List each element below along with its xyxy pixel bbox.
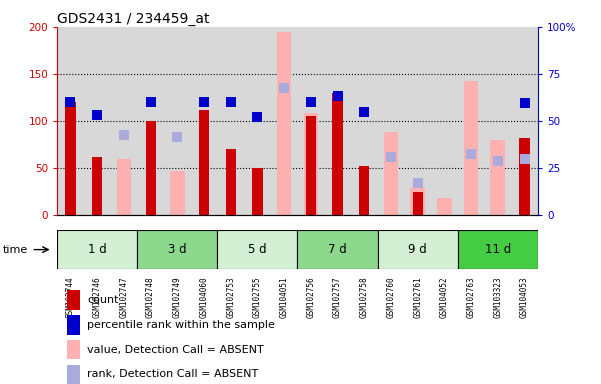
Text: GSM102748: GSM102748 — [146, 276, 155, 318]
Text: GSM104052: GSM104052 — [440, 276, 449, 318]
Point — [359, 109, 369, 115]
Bar — [66, 102, 76, 215]
Text: 1 d: 1 d — [88, 243, 106, 256]
Bar — [137, 230, 218, 269]
Bar — [410, 187, 425, 215]
Point — [333, 93, 343, 99]
Text: time: time — [3, 245, 28, 255]
Bar — [304, 113, 318, 215]
Bar — [145, 121, 156, 215]
Point — [306, 99, 316, 105]
Text: GSM104053: GSM104053 — [520, 276, 529, 318]
Bar — [484, 27, 511, 215]
Bar — [490, 140, 505, 215]
Bar — [170, 171, 185, 215]
Point — [199, 99, 209, 105]
Text: rank, Detection Call = ABSENT: rank, Detection Call = ABSENT — [87, 369, 258, 379]
Text: GDS2431 / 234459_at: GDS2431 / 234459_at — [57, 12, 210, 26]
Bar — [431, 27, 458, 215]
Bar — [413, 192, 423, 215]
Bar — [404, 27, 431, 215]
Bar — [458, 27, 484, 215]
Bar — [92, 157, 102, 215]
Bar — [458, 230, 538, 269]
Text: GSM102753: GSM102753 — [226, 276, 235, 318]
Bar — [244, 27, 271, 215]
Bar — [111, 27, 137, 215]
Text: GSM102757: GSM102757 — [333, 276, 342, 318]
Bar — [57, 27, 84, 215]
Text: 11 d: 11 d — [484, 243, 511, 256]
Bar — [218, 230, 297, 269]
Text: 5 d: 5 d — [248, 243, 267, 256]
Bar — [252, 168, 263, 215]
Bar — [464, 81, 478, 215]
Bar — [359, 166, 370, 215]
Text: count: count — [87, 295, 119, 305]
Text: GSM104060: GSM104060 — [200, 276, 209, 318]
Bar — [67, 365, 80, 384]
Bar — [137, 27, 164, 215]
Text: GSM102746: GSM102746 — [93, 276, 102, 318]
Text: percentile rank within the sample: percentile rank within the sample — [87, 320, 275, 330]
Point — [413, 180, 423, 186]
Bar — [164, 27, 191, 215]
Text: GSM102755: GSM102755 — [253, 276, 262, 318]
Point — [386, 154, 396, 160]
Bar — [297, 230, 377, 269]
Bar — [519, 138, 529, 215]
Bar — [324, 27, 351, 215]
Point — [520, 156, 529, 162]
Bar — [377, 230, 458, 269]
Point — [306, 99, 316, 105]
Bar — [437, 198, 452, 215]
Point — [252, 114, 262, 120]
Point — [93, 112, 102, 118]
Bar — [84, 27, 111, 215]
Text: GSM102756: GSM102756 — [307, 276, 316, 318]
Text: GSM102747: GSM102747 — [120, 276, 129, 318]
Bar — [306, 116, 316, 215]
Bar — [218, 27, 244, 215]
Bar — [117, 159, 131, 215]
Point — [493, 158, 502, 164]
Text: 9 d: 9 d — [408, 243, 427, 256]
Bar — [277, 31, 291, 215]
Text: value, Detection Call = ABSENT: value, Detection Call = ABSENT — [87, 344, 264, 354]
Bar — [377, 27, 404, 215]
Bar — [297, 27, 324, 215]
Text: GSM102744: GSM102744 — [66, 276, 75, 318]
Point — [146, 99, 156, 105]
Point — [172, 134, 182, 140]
Point — [226, 99, 236, 105]
Bar — [383, 132, 398, 215]
Bar — [67, 340, 80, 359]
Text: GSM102758: GSM102758 — [360, 276, 369, 318]
Bar — [332, 93, 343, 215]
Text: GSM104051: GSM104051 — [279, 276, 288, 318]
Bar — [199, 110, 209, 215]
Bar — [351, 27, 377, 215]
Text: GSM102761: GSM102761 — [413, 276, 422, 318]
Point — [279, 85, 289, 91]
Point — [66, 99, 75, 105]
Bar — [57, 230, 137, 269]
Bar — [67, 315, 80, 334]
Text: GSM103323: GSM103323 — [493, 276, 502, 318]
Text: 7 d: 7 d — [328, 243, 347, 256]
Bar — [225, 149, 236, 215]
Text: GSM102760: GSM102760 — [386, 276, 395, 318]
Point — [520, 100, 529, 106]
Text: GSM102763: GSM102763 — [466, 276, 475, 318]
Text: 3 d: 3 d — [168, 243, 186, 256]
Bar — [271, 27, 297, 215]
Point — [466, 151, 476, 157]
Bar — [67, 290, 80, 310]
Bar — [511, 27, 538, 215]
Text: GSM102749: GSM102749 — [173, 276, 182, 318]
Point — [119, 132, 129, 138]
Bar — [191, 27, 218, 215]
